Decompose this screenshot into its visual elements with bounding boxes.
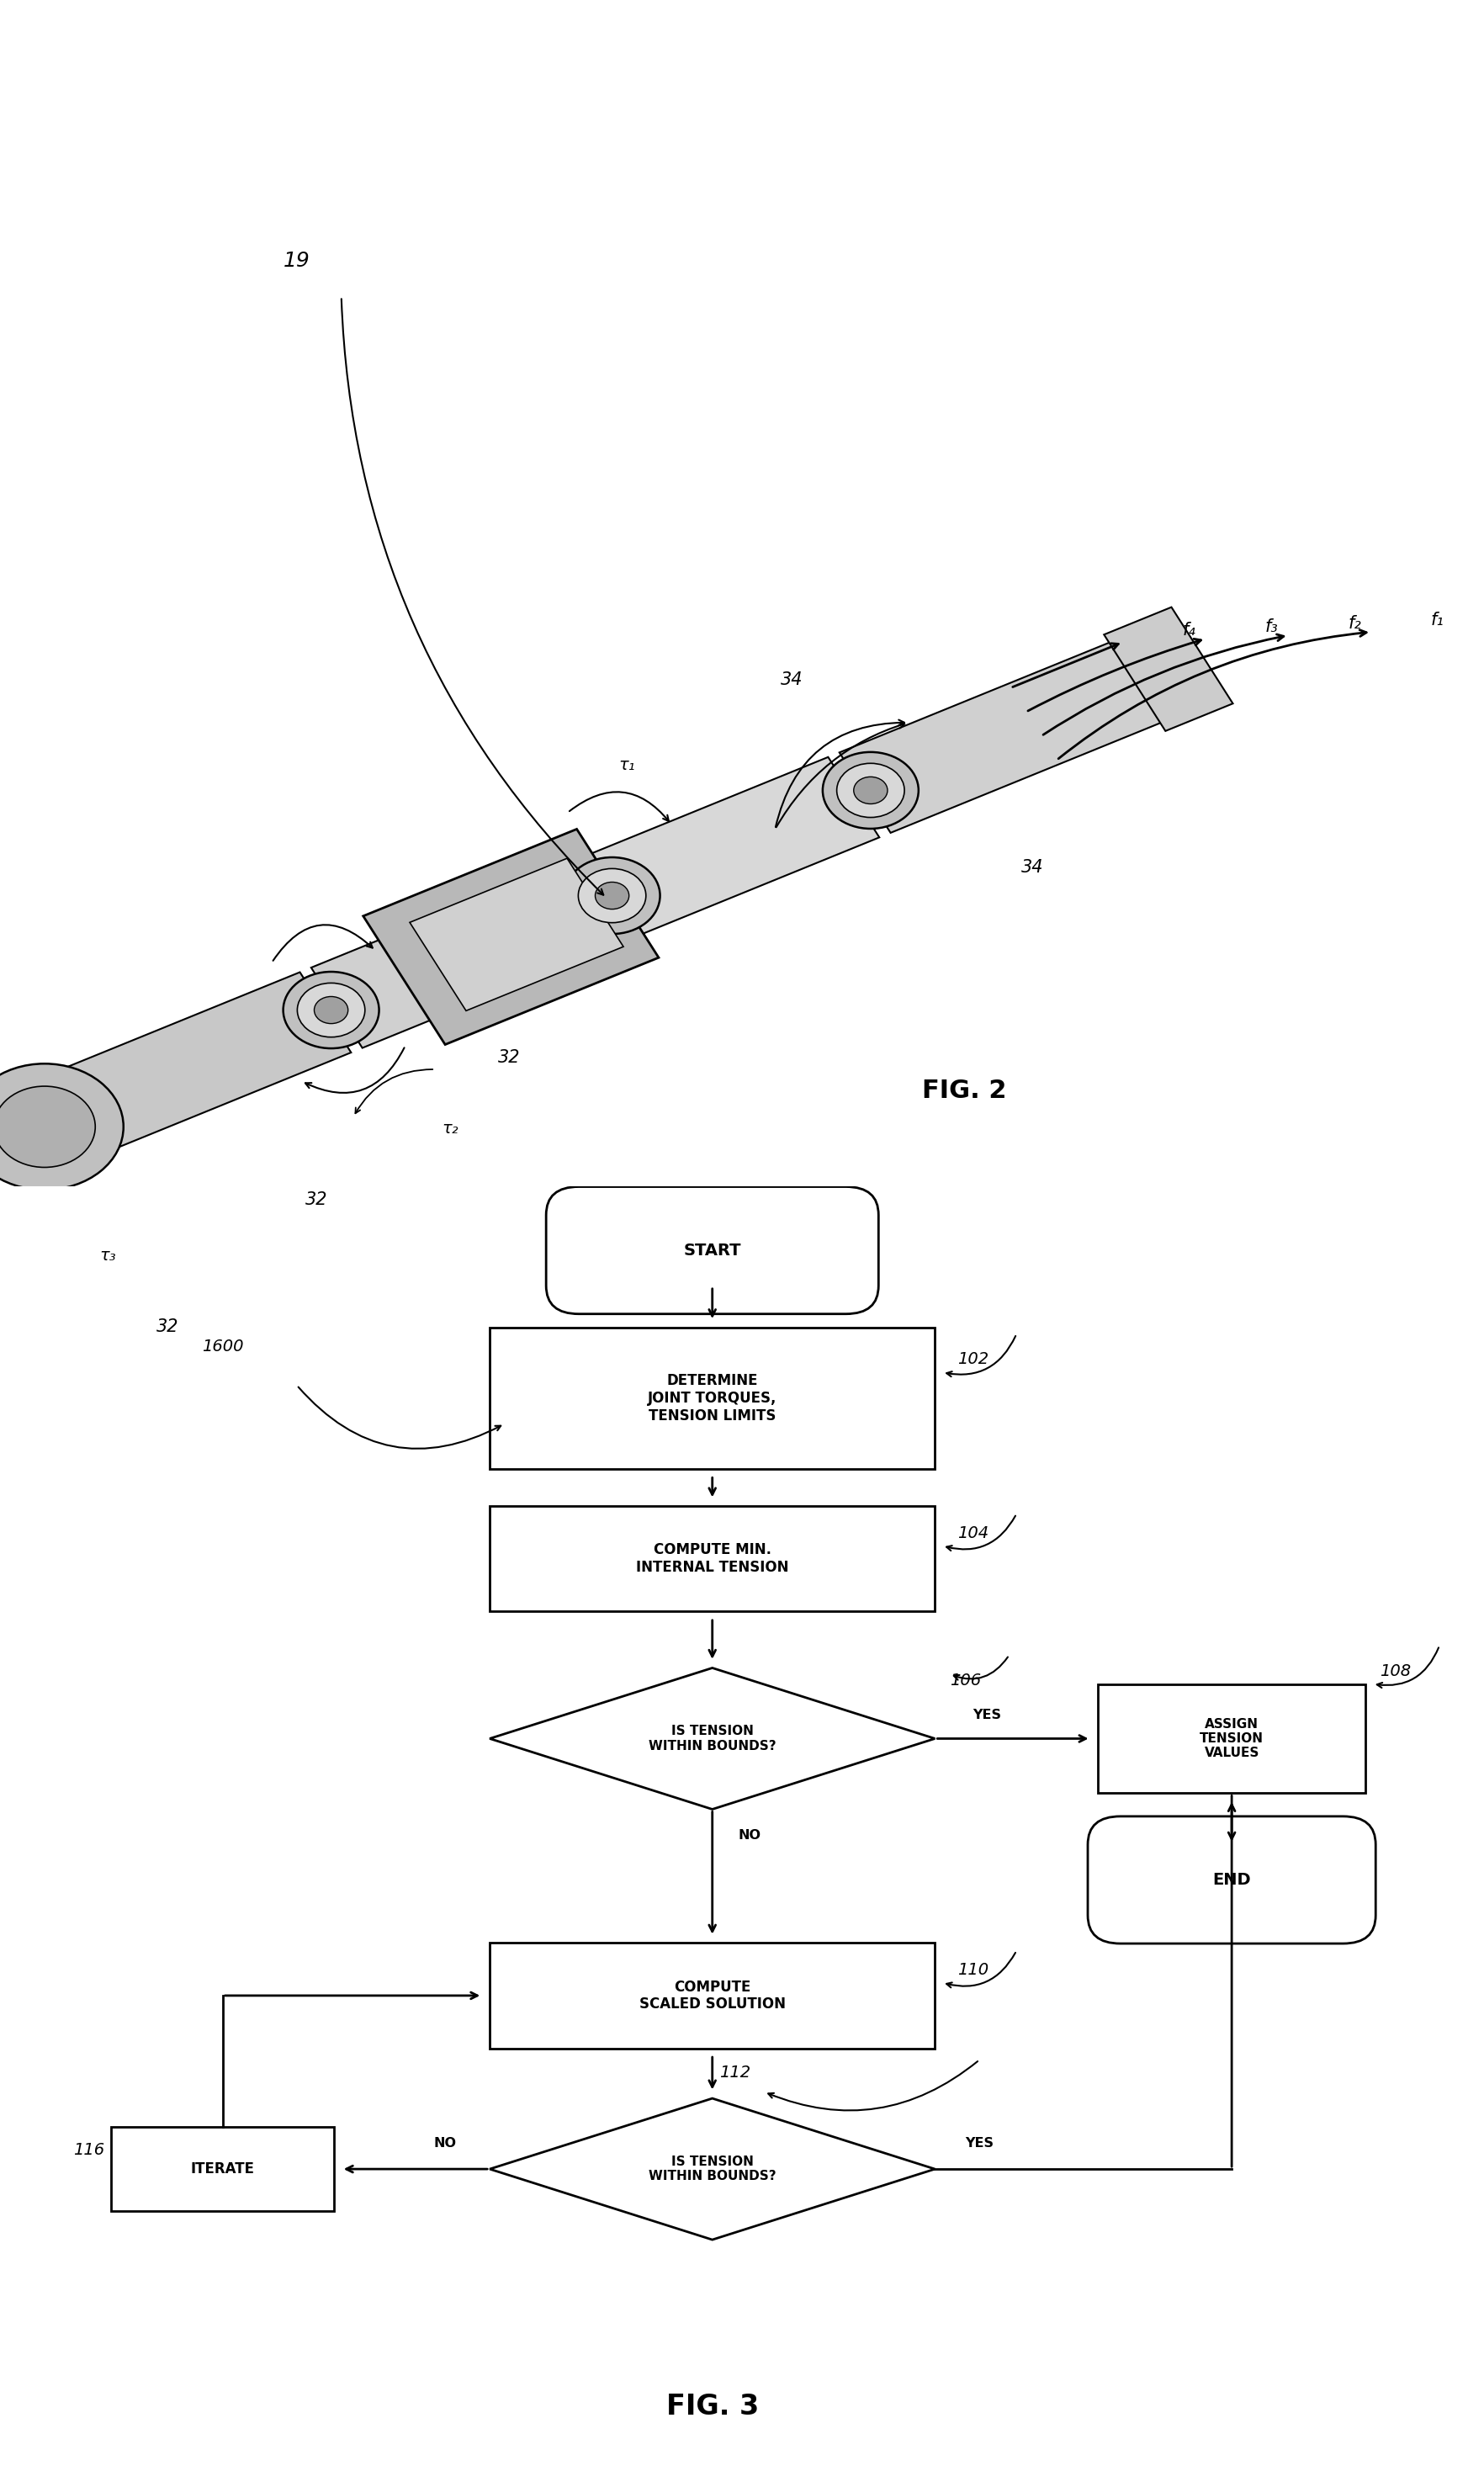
Text: 32: 32 [156,1317,178,1334]
Polygon shape [580,756,880,939]
Circle shape [0,1087,95,1166]
Text: 1600: 1600 [202,1339,243,1354]
Polygon shape [1104,608,1233,731]
FancyBboxPatch shape [490,1505,935,1611]
Circle shape [595,882,629,909]
Text: ITERATE: ITERATE [190,2162,255,2177]
Text: 110: 110 [957,1962,988,1977]
Circle shape [0,1063,123,1191]
Circle shape [853,776,887,803]
Text: IS TENSION
WITHIN BOUNDS?: IS TENSION WITHIN BOUNDS? [649,2155,776,2182]
Text: f₂: f₂ [1347,615,1361,633]
Text: YES: YES [965,2137,994,2150]
Text: FIG. 3: FIG. 3 [666,2392,758,2422]
Text: 34: 34 [1021,860,1043,875]
FancyBboxPatch shape [490,1942,935,2048]
FancyBboxPatch shape [111,2128,334,2212]
Text: START: START [684,1243,741,1258]
Text: τ₁: τ₁ [619,756,635,773]
Text: NO: NO [433,2137,457,2150]
Text: NO: NO [738,1829,761,1841]
FancyBboxPatch shape [1098,1685,1365,1794]
Polygon shape [410,857,623,1011]
FancyBboxPatch shape [490,1327,935,1468]
Text: 116: 116 [73,2142,105,2157]
Polygon shape [312,862,620,1048]
Text: FIG. 2: FIG. 2 [923,1080,1006,1105]
Text: DETERMINE
JOINT TORQUES,
TENSION LIMITS: DETERMINE JOINT TORQUES, TENSION LIMITS [649,1374,776,1423]
Text: 32: 32 [499,1050,521,1065]
Circle shape [579,870,646,922]
FancyBboxPatch shape [546,1186,879,1315]
Text: f₁: f₁ [1431,613,1444,628]
Polygon shape [840,630,1195,833]
Text: f₄: f₄ [1183,623,1196,638]
Polygon shape [490,2098,935,2239]
Text: 112: 112 [720,2066,751,2081]
Circle shape [837,764,904,818]
Circle shape [822,751,919,828]
Text: 106: 106 [950,1673,981,1688]
Text: COMPUTE MIN.
INTERNAL TENSION: COMPUTE MIN. INTERNAL TENSION [637,1542,788,1574]
Polygon shape [364,830,659,1045]
Text: f₃: f₃ [1264,618,1278,635]
Polygon shape [19,971,352,1166]
Circle shape [283,971,378,1048]
FancyBboxPatch shape [1088,1816,1376,1945]
Circle shape [315,996,349,1023]
Text: YES: YES [972,1710,1002,1722]
Text: τ₂: τ₂ [442,1122,459,1137]
Text: 19: 19 [283,252,310,272]
Text: COMPUTE
SCALED SOLUTION: COMPUTE SCALED SOLUTION [640,1979,785,2011]
Polygon shape [490,1668,935,1809]
Text: 102: 102 [957,1352,988,1366]
Text: τ₃: τ₃ [99,1248,116,1263]
Text: IS TENSION
WITHIN BOUNDS?: IS TENSION WITHIN BOUNDS? [649,1725,776,1752]
Text: 34: 34 [781,672,803,687]
Text: 108: 108 [1380,1663,1411,1680]
Text: 104: 104 [957,1525,988,1542]
Circle shape [297,983,365,1038]
Text: 32: 32 [306,1191,328,1208]
Text: ASSIGN
TENSION
VALUES: ASSIGN TENSION VALUES [1199,1717,1264,1759]
Circle shape [564,857,660,934]
Text: END: END [1212,1873,1251,1888]
